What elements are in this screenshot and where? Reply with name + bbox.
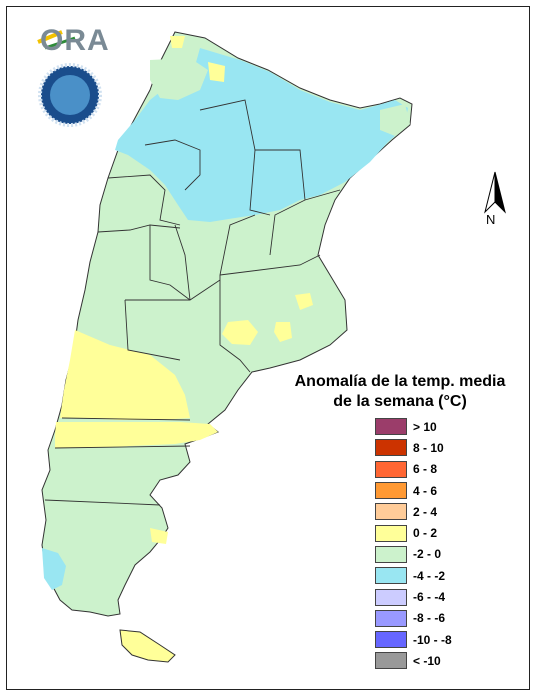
legend-label: 6 - 8 xyxy=(413,462,438,477)
yellow-anomaly-patagonia-north xyxy=(60,330,190,420)
legend-swatch xyxy=(375,503,407,521)
yellow-anomaly-far-north xyxy=(170,36,185,48)
legend-swatch xyxy=(375,631,407,649)
legend-item: 8 - 10 xyxy=(375,437,452,458)
legend-item: 4 - 6 xyxy=(375,480,452,501)
legend-swatch xyxy=(375,609,407,627)
legend-swatch xyxy=(375,439,407,457)
legend-label: 0 - 2 xyxy=(413,526,438,541)
green-patch-east xyxy=(380,104,410,136)
north-label: N xyxy=(486,212,496,227)
legend-item: < -10 xyxy=(375,650,452,671)
legend-title-line1: Anomalía de la temp. media xyxy=(294,373,506,390)
legend-swatch xyxy=(375,460,407,478)
legend-item: -10 - -8 xyxy=(375,629,452,650)
yellow-anomaly-coast xyxy=(150,528,168,544)
yellow-anomaly-northeast xyxy=(208,62,225,82)
yellow-anomaly-buenos-aires-3 xyxy=(295,293,313,310)
institution-seal xyxy=(38,63,102,127)
legend-item: -8 - -6 xyxy=(375,608,452,629)
north-arrow-icon xyxy=(484,171,506,214)
legend-label: -10 - -8 xyxy=(413,632,452,647)
legend-item: -4 - -2 xyxy=(375,565,452,586)
legend-swatch xyxy=(375,588,407,606)
tierra-del-fuego xyxy=(119,629,176,663)
yellow-anomaly-buenos-aires-2 xyxy=(274,322,292,342)
legend-label: 8 - 10 xyxy=(413,440,444,455)
legend-item: 6 - 8 xyxy=(375,459,452,480)
legend-swatch xyxy=(375,482,407,500)
legend-swatch xyxy=(375,418,407,436)
legend-swatch xyxy=(375,524,407,542)
legend-item: 0 - 2 xyxy=(375,522,452,543)
legend-label: < -10 xyxy=(413,653,441,668)
logo-swoosh xyxy=(37,30,76,50)
legend-item: -2 - 0 xyxy=(375,544,452,565)
green-patch-northwest xyxy=(150,58,208,100)
legend-label: -8 - -6 xyxy=(413,611,446,626)
legend-label: 4 - 6 xyxy=(413,483,438,498)
legend-title: Anomalía de la temp. media de la semana … xyxy=(285,372,515,412)
logo-text: ORA xyxy=(40,24,110,57)
province-boundaries xyxy=(44,99,341,506)
legend-swatch xyxy=(375,652,407,670)
yellow-anomaly-band xyxy=(55,422,218,448)
legend-item: 2 - 4 xyxy=(375,501,452,522)
legend-label: -4 - -2 xyxy=(413,568,446,583)
legend-label: -2 - 0 xyxy=(413,547,442,562)
yellow-anomaly-buenos-aires-1 xyxy=(222,320,258,345)
legend-item: -6 - -4 xyxy=(375,586,452,607)
blue-anomaly-south xyxy=(42,548,66,590)
legend-label: > 10 xyxy=(413,419,437,434)
legend-title-line2: de la semana (°C) xyxy=(333,393,467,410)
legend-label: -6 - -4 xyxy=(413,590,446,605)
legend-item: > 10 xyxy=(375,416,452,437)
legend-swatch xyxy=(375,545,407,563)
legend: > 10 8 - 10 6 - 8 4 - 6 2 - 4 0 - 2 -2 -… xyxy=(375,416,452,672)
legend-label: 2 - 4 xyxy=(413,504,438,519)
legend-swatch xyxy=(375,567,407,585)
